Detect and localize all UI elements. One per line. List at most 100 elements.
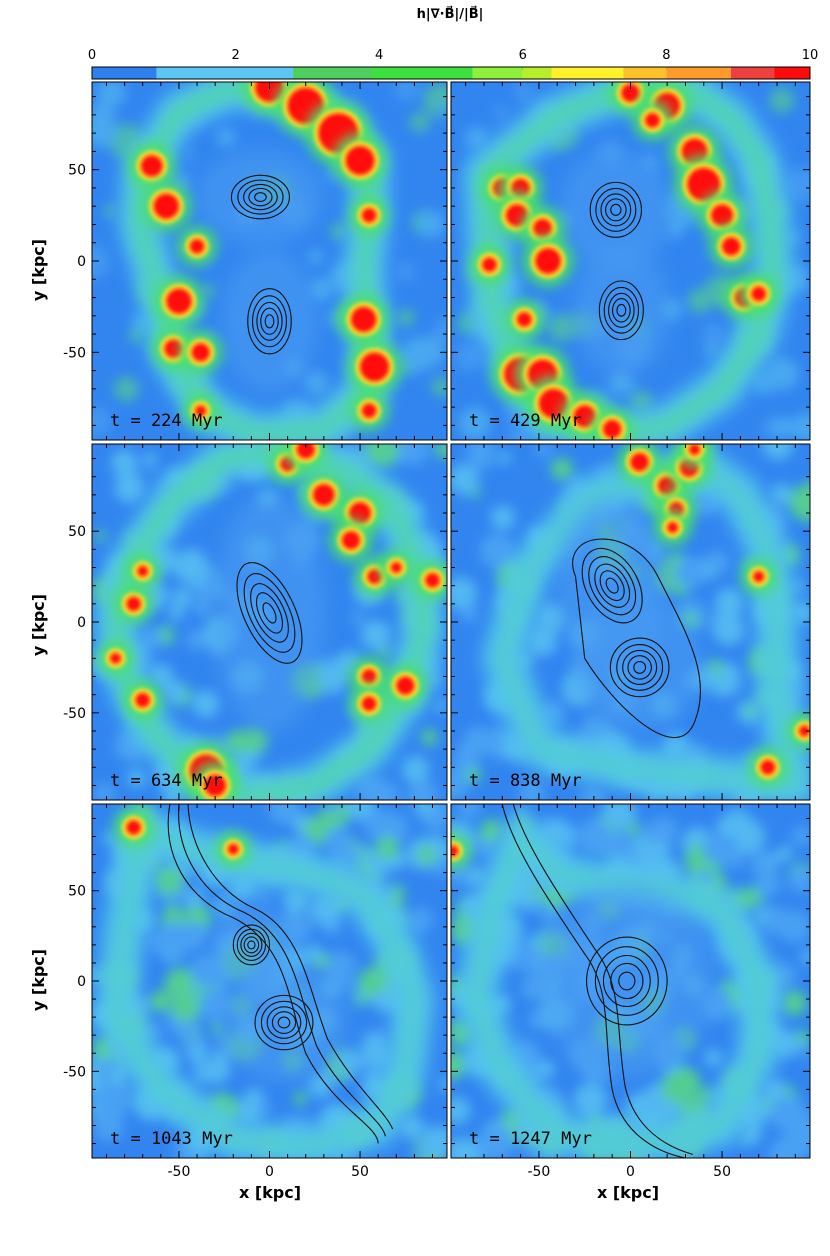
contour-line [572, 538, 702, 738]
panel-map [451, 82, 810, 440]
panel-ticks [451, 82, 810, 440]
panel-ticks [92, 444, 447, 800]
colorbar-swatches [91, 66, 811, 80]
colorbar-swatch [623, 67, 667, 79]
hot-blob [351, 306, 377, 333]
contour-line [512, 804, 693, 1155]
contour-line [501, 804, 686, 1158]
y-axis-label-row-2: y [kpc] [29, 594, 48, 656]
hot-blob [451, 845, 459, 857]
hot-blob [360, 352, 390, 382]
contour-line [260, 1000, 308, 1045]
time-label: t = 838 Myr [469, 771, 582, 791]
contour-line [622, 649, 658, 685]
contour-line [255, 592, 284, 634]
colorbar-tick-label: 4 [375, 48, 383, 63]
contour-line [608, 292, 635, 328]
hot-blob [227, 843, 239, 855]
contour-line [605, 198, 627, 222]
colorbar-tick-label: 0 [88, 48, 96, 63]
contour-line [277, 1016, 291, 1029]
contour-line [256, 301, 283, 341]
panel-1: t = 224 Myr 50 0 -50 [63, 81, 448, 441]
panel-6: t = 1247 Myr -50 0 50 [450, 803, 811, 1180]
panel-5: t = 1043 Myr 50 0 -50 -50 0 50 [63, 803, 448, 1180]
hot-blob [349, 502, 371, 524]
core-halo [196, 149, 325, 245]
ring-core [468, 830, 766, 1150]
y-tick-label: 0 [77, 254, 86, 270]
contour-line [236, 561, 303, 664]
hot-blob [645, 113, 660, 128]
contour-line [248, 187, 273, 207]
hot-blob [296, 444, 315, 459]
x-tick-label: -50 [527, 1164, 550, 1180]
hot-blob [204, 774, 227, 797]
hot-blob [760, 759, 776, 775]
time-label: t = 224 Myr [110, 411, 223, 431]
hot-blob [137, 565, 149, 577]
colorbar-tick-label: 10 [802, 48, 819, 63]
hot-blob [603, 419, 622, 439]
panel-map [92, 444, 447, 800]
contour-line [262, 602, 277, 624]
colorbar-swatch [551, 67, 624, 79]
hot-blob [516, 312, 532, 327]
core-halo [213, 493, 326, 733]
contour-line [616, 303, 627, 317]
hot-blob [153, 193, 179, 219]
contour-line [230, 174, 290, 220]
hot-blob [533, 218, 552, 238]
contour-line [595, 187, 637, 232]
core-halo [575, 602, 705, 732]
hot-blob [535, 248, 561, 274]
contour-line [627, 655, 652, 680]
y-tick-label: 0 [77, 974, 86, 990]
hot-blob [711, 204, 734, 227]
hot-blob [312, 483, 335, 506]
hot-blob [361, 669, 377, 684]
hot-blob [140, 155, 163, 177]
density-contours [572, 538, 702, 738]
density-contours [167, 804, 394, 1144]
x-tick-label: 50 [351, 1164, 369, 1180]
density-contours [230, 174, 292, 355]
contour-line [612, 298, 631, 323]
contour-line [594, 563, 631, 608]
hot-blob [396, 676, 415, 695]
hot-blob [621, 83, 640, 103]
panel-2: t = 429 Myr [450, 81, 811, 441]
core-halo [220, 962, 348, 1083]
contour-line [610, 203, 622, 216]
contour-line [243, 183, 278, 211]
colorbar-swatch [472, 67, 523, 79]
hot-blob [191, 343, 210, 362]
x-axis-label-right: x [kpc] [597, 1183, 659, 1202]
hot-blob [135, 692, 150, 708]
x-tick-label: 0 [265, 1164, 274, 1180]
contour-line [254, 192, 267, 202]
panel-ticks [451, 804, 810, 1158]
hot-blob [751, 286, 767, 302]
y-tick-label: 50 [68, 884, 86, 900]
contour-line [247, 940, 256, 950]
contour-line [260, 307, 279, 335]
contour-line [581, 547, 643, 624]
panel-grid: t = 224 Myr 50 0 -50 t = 429 Myr t = 634 Myr 5… [63, 81, 811, 1180]
time-label: t = 429 Myr [469, 411, 582, 431]
contour-line [616, 643, 664, 691]
contour-line [264, 314, 275, 329]
hot-blob [687, 167, 721, 201]
core-halo [221, 249, 318, 393]
hot-blob [722, 237, 741, 256]
colorbar-swatch [522, 67, 552, 79]
colorbar-swatch [731, 67, 775, 79]
panel-4: t = 838 Myr [450, 443, 811, 801]
contour-line [187, 804, 394, 1130]
contour-line [250, 583, 289, 643]
time-label: t = 1043 Myr [110, 1129, 233, 1149]
hot-blob [361, 696, 377, 711]
y-axis-label-row-1: y [kpc] [29, 239, 48, 301]
hot-blob [345, 146, 375, 176]
hot-blob [361, 403, 377, 419]
